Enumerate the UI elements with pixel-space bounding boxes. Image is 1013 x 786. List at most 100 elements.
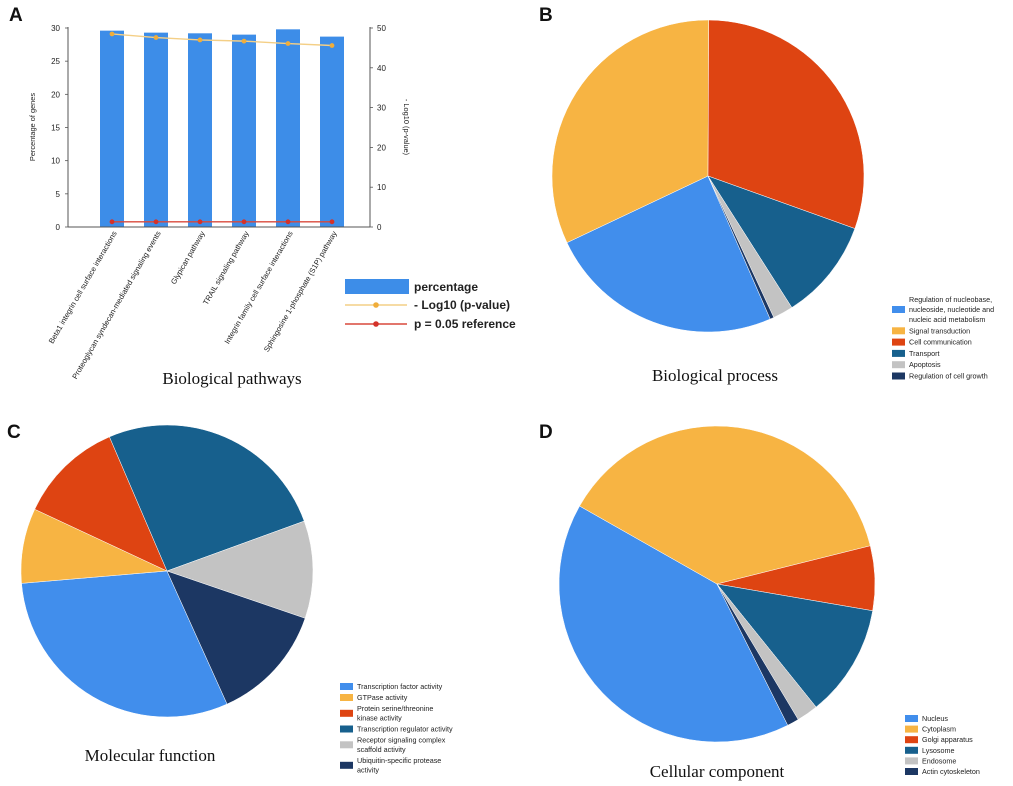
legend-label: Cytoplasm bbox=[922, 725, 956, 734]
legend-item-reference: p = 0.05 reference bbox=[345, 317, 516, 331]
legend-item-transport: Transport bbox=[892, 349, 940, 358]
legend-swatch bbox=[340, 741, 353, 749]
left-axis-tick-label: 30 bbox=[51, 24, 60, 33]
right-axis-tick-label: 0 bbox=[377, 223, 382, 232]
legend-swatch bbox=[892, 327, 905, 335]
pie-slice-cell-communication bbox=[707, 19, 865, 229]
legend-item-regulation-of-nucleobase-nucleoside-nucleotide-a: Regulation of nucleobase,nucleoside, nuc… bbox=[892, 295, 994, 324]
pie-chart-b bbox=[551, 19, 865, 333]
panel-title-a: Biological pathways bbox=[162, 369, 301, 388]
bar-proteoglycan-syndecan-mediated-signaling-events bbox=[144, 32, 168, 227]
pie-chart-c bbox=[20, 424, 314, 718]
legend-item-regulation-of-cell-growth: Regulation of cell growth bbox=[892, 372, 988, 381]
legend-label: Transport bbox=[909, 349, 940, 358]
left-axis-tick-label: 15 bbox=[51, 124, 60, 133]
legend-item-transcription-regulator-activity: Transcription regulator activity bbox=[340, 725, 453, 734]
legend-item-apoptosis: Apoptosis bbox=[892, 360, 941, 369]
panel-title-d: Cellular component bbox=[650, 762, 785, 781]
legend-swatch bbox=[892, 361, 905, 369]
legend-item-cytoplasm: Cytoplasm bbox=[905, 725, 956, 734]
legend-item-lysosome: Lysosome bbox=[905, 746, 955, 755]
right-axis-tick-label: 40 bbox=[377, 64, 386, 73]
legend-label: scaffold activity bbox=[357, 745, 406, 754]
series-point bbox=[153, 219, 159, 225]
legend-swatch bbox=[905, 725, 918, 733]
legend-swatch bbox=[892, 349, 905, 357]
pie-slice-lysosome bbox=[716, 583, 873, 708]
legend-label: GTPase activity bbox=[357, 693, 408, 702]
series-point bbox=[285, 41, 291, 46]
series-point bbox=[109, 219, 115, 225]
panel-c-molecular-function: C Transcription factor activity GTPase ac… bbox=[7, 422, 453, 775]
legend-label: Signal transduction bbox=[909, 326, 970, 335]
pie-slice-regulation-of-cell-growth bbox=[707, 175, 775, 320]
legend-swatch-marker bbox=[373, 321, 379, 327]
series-point bbox=[329, 43, 335, 48]
legend-a: percentage - Log10 (p-value) p = 0.05 re… bbox=[345, 279, 516, 331]
legend-item-gtpase-activity: GTPase activity bbox=[340, 693, 408, 702]
right-axis-tick-label: 10 bbox=[377, 183, 386, 192]
series-point bbox=[153, 35, 159, 40]
legend-swatch bbox=[340, 761, 353, 769]
pie-slice-cytoplasm bbox=[579, 425, 871, 585]
legend-item-golgi-apparatus: Golgi apparatus bbox=[905, 735, 973, 744]
series-point bbox=[109, 31, 115, 37]
legend-label: Protein serine/threonine bbox=[357, 704, 433, 713]
pie-chart-d bbox=[558, 425, 876, 743]
bar-glypican-pathway bbox=[188, 33, 212, 228]
legend-label: Transcription factor activity bbox=[357, 682, 443, 691]
pie-slice-nucleus bbox=[558, 505, 788, 743]
legend-swatch-marker bbox=[373, 302, 379, 308]
pie-slice-protein-serine-threonine-kinase-activity bbox=[34, 436, 168, 572]
bar-integrin-family-cell-surface-interactions bbox=[276, 29, 300, 227]
legend-swatch bbox=[892, 306, 905, 313]
right-axis-tick-label: 20 bbox=[377, 143, 386, 152]
panel-letter-b: B bbox=[539, 5, 553, 26]
legend-swatch bbox=[892, 372, 905, 380]
legend-c: Transcription factor activity GTPase acti… bbox=[340, 682, 453, 775]
pie-slice-signal-transduction bbox=[551, 19, 709, 243]
pie-slice-regulation-of-nucleobase-nucleoside-nucleotide-a bbox=[566, 175, 771, 333]
legend-label: Nucleus bbox=[922, 714, 948, 723]
left-axis-label: Percentage of genes bbox=[28, 93, 37, 162]
legend-swatch bbox=[340, 709, 353, 717]
left-axis-tick-label: 25 bbox=[51, 57, 60, 66]
pie-slice-transcription-factor-activity bbox=[21, 570, 228, 718]
legend-item-endosome: Endosome bbox=[905, 756, 956, 765]
panel-b-biological-process: B Regulation of nucleobase,nucleoside, n… bbox=[539, 5, 994, 385]
series-line bbox=[111, 33, 333, 47]
left-axis-tick-label: 20 bbox=[51, 90, 60, 99]
legend-item-cell-communication: Cell communication bbox=[892, 338, 972, 347]
pie-slice-actin-cytoskeleton bbox=[716, 583, 799, 726]
legend-label-log10-p-value: - Log10 (p-value) bbox=[414, 298, 510, 312]
legend-label: Endosome bbox=[922, 756, 956, 765]
legend-swatch bbox=[905, 757, 918, 765]
legend-swatch bbox=[892, 338, 905, 346]
legend-label: activity bbox=[357, 766, 379, 775]
legend-label-percentage: percentage bbox=[414, 280, 478, 294]
legend-item-actin-cytoskeleton: Actin cytoskeleton bbox=[905, 767, 980, 776]
legend-swatch bbox=[905, 715, 918, 722]
legend-swatch bbox=[905, 736, 918, 744]
line-series-p-0-05-reference bbox=[109, 219, 335, 225]
legend-swatch bbox=[340, 683, 353, 690]
series-point bbox=[197, 37, 203, 43]
legend-label: Cell communication bbox=[909, 338, 972, 347]
legend-swatch bbox=[905, 746, 918, 754]
legend-b: Regulation of nucleobase,nucleoside, nuc… bbox=[892, 295, 994, 381]
series-point bbox=[241, 38, 247, 44]
bar-sphingosine-1-phosphate-s1p-pathway bbox=[320, 36, 344, 228]
pie-slice-ubiquitin-specific-protease-activity bbox=[166, 570, 306, 705]
line-series-group bbox=[109, 31, 335, 225]
bar-beta1-integrin-cell-surface-interactions bbox=[100, 30, 124, 228]
legend-label: Regulation of cell growth bbox=[909, 372, 988, 381]
legend-item-log10-p-value: - Log10 (p-value) bbox=[345, 298, 510, 312]
legend-label: nucleoside, nucleotide and bbox=[909, 305, 994, 314]
line-series-log10-p-value bbox=[109, 31, 335, 48]
legend-label: Transcription regulator activity bbox=[357, 725, 453, 734]
